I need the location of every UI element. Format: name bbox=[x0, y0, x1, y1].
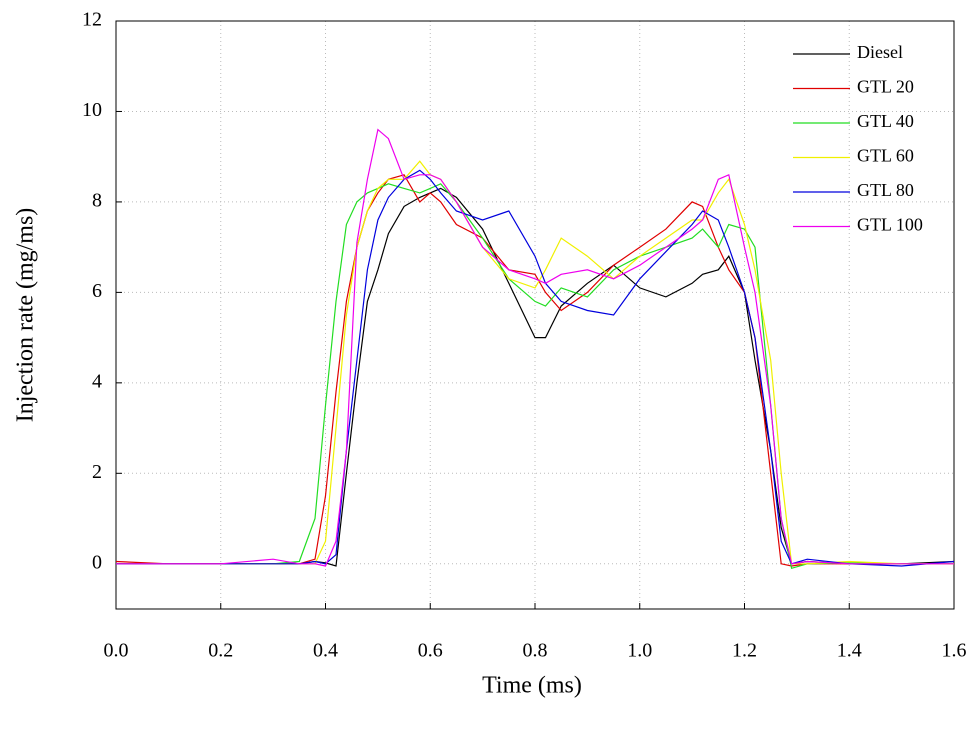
x-axis-label: Time (ms) bbox=[482, 673, 582, 699]
series-line bbox=[116, 160, 954, 565]
x-tick-label: 0.8 bbox=[523, 640, 548, 662]
series-line bbox=[116, 183, 954, 570]
x-tick-label: 0.0 bbox=[104, 640, 129, 662]
y-tick-label: 8 bbox=[92, 190, 102, 212]
x-tick-label: 1.0 bbox=[627, 640, 652, 662]
legend-label: GTL 60 bbox=[857, 146, 914, 166]
x-tick-label: 0.4 bbox=[313, 640, 338, 662]
y-tick-label: 2 bbox=[92, 461, 102, 483]
legend-label: Diesel bbox=[857, 42, 903, 62]
series-line bbox=[116, 128, 954, 567]
y-axis-label: Injection rate (mg/ms) bbox=[13, 208, 39, 423]
y-tick-label: 0 bbox=[92, 551, 102, 573]
legend-label: GTL 40 bbox=[857, 111, 914, 131]
y-tick-label: 10 bbox=[82, 99, 102, 121]
x-tick-label: 0.2 bbox=[208, 640, 233, 662]
y-tick-label: 12 bbox=[82, 9, 102, 31]
x-tick-label: 0.6 bbox=[418, 640, 443, 662]
legend-label: GTL 100 bbox=[857, 215, 923, 235]
series-line bbox=[116, 169, 955, 567]
legend-label: GTL 80 bbox=[857, 180, 914, 200]
y-tick-label: 4 bbox=[92, 370, 102, 392]
x-tick-label: 1.2 bbox=[732, 640, 757, 662]
legend-label: GTL 20 bbox=[857, 77, 914, 97]
plot-frame bbox=[115, 20, 955, 610]
series-line bbox=[115, 174, 954, 567]
y-tick-label: 6 bbox=[92, 280, 102, 302]
x-tick-label: 1.6 bbox=[942, 640, 967, 662]
x-tick-label: 1.4 bbox=[837, 640, 862, 662]
